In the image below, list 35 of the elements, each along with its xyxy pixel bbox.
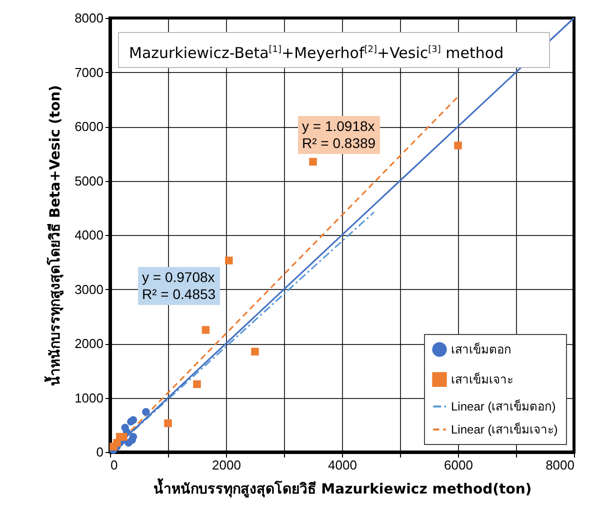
y-tick-label: 6000	[74, 119, 104, 134]
text-box: Mazurkiewicz-Beta$^{[1]}$+Meyerhof$^{[2]}$+Vesic$^{[3]}$ method	[118, 32, 550, 68]
y-tick-label: 7000	[74, 64, 104, 80]
point	[110, 442, 118, 450]
point	[225, 256, 233, 264]
y-tick-label: 2000	[74, 336, 104, 351]
legend-label: เสาเข็มเจาะ	[451, 372, 513, 386]
point	[193, 380, 201, 388]
point	[142, 408, 150, 416]
point	[164, 419, 172, 428]
x-tick-label: 2000	[212, 458, 241, 472]
point	[251, 348, 259, 356]
y-tick-label: 3000	[74, 282, 104, 297]
y-tick-label: 5000	[74, 173, 104, 188]
x-tick-label: 6000	[444, 458, 473, 472]
annotation: y = 0.9708x R² = 0.4853	[138, 267, 220, 305]
y-tick-label: 4000	[74, 228, 104, 242]
y-axis-title: น้ำหนักบรรทุกสูงสุดโดยวิธี Beta+Vesic (ton)	[44, 85, 64, 386]
point	[454, 142, 462, 150]
point	[202, 326, 210, 334]
x-axis-title: น้ำหนักบรรทุกสูงสุดโดยวิธี Mazurkiewicz method(ton)	[153, 478, 532, 498]
x-tick-label: 4000	[328, 458, 357, 472]
point	[124, 438, 132, 447]
x-tick-label: 0	[110, 458, 118, 472]
y-tick-label: 1000	[74, 390, 104, 406]
y-tick-label: 8000	[74, 10, 104, 26]
point	[309, 158, 317, 166]
annotation: y = 1.0918x R² = 0.8389	[298, 116, 380, 154]
legend-label: เสาเข็มตอก	[451, 342, 511, 356]
y-tick-label: 0	[96, 444, 104, 460]
legend-label: Linear (เสาเข็มตอก)	[451, 398, 556, 414]
point	[127, 418, 135, 426]
point	[119, 432, 128, 441]
x-tick-label: 8000	[546, 458, 574, 472]
legend-label: Linear (เสาเข็มเจาะ)	[451, 422, 558, 436]
